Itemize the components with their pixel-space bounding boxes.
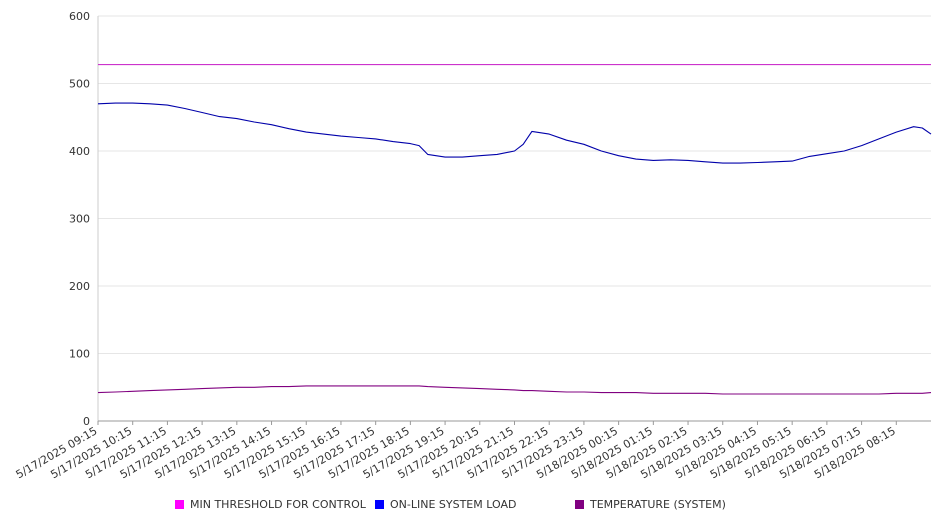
legend-swatch-temperature: [575, 500, 584, 509]
legend-swatch-min-threshold: [175, 500, 184, 509]
y-tick-label-0: 0: [83, 415, 90, 428]
legend: MIN THRESHOLD FOR CONTROL ON-LINE SYSTEM…: [0, 498, 946, 514]
axes: [97, 16, 931, 425]
legend-item-system-load[interactable]: ON-LINE SYSTEM LOAD: [375, 498, 516, 511]
y-tick-label-3: 300: [69, 213, 90, 226]
legend-item-temperature[interactable]: TEMPERATURE (SYSTEM): [575, 498, 726, 511]
y-tick-label-6: 600: [69, 10, 90, 23]
grid-lines: [98, 15, 931, 354]
series-line-system-load: [97, 102, 932, 164]
series-line-temperature: [97, 385, 932, 395]
legend-item-min-threshold[interactable]: MIN THRESHOLD FOR CONTROL: [175, 498, 366, 511]
legend-swatch-system-load: [375, 500, 384, 509]
legend-label-temperature: TEMPERATURE (SYSTEM): [590, 498, 726, 511]
x-axis-tick-labels: 5/17/2025 09:155/17/2025 10:155/17/2025 …: [14, 424, 898, 481]
legend-label-min-threshold: MIN THRESHOLD FOR CONTROL: [190, 498, 366, 511]
y-tick-label-2: 200: [69, 280, 90, 293]
y-tick-label-4: 400: [69, 145, 90, 158]
series-lines: [97, 64, 932, 395]
legend-label-system-load: ON-LINE SYSTEM LOAD: [390, 498, 517, 511]
y-tick-label-5: 500: [69, 78, 90, 91]
y-axis-tick-labels: 0 100 200 300 400 500 600: [69, 10, 90, 428]
y-tick-label-1: 100: [69, 348, 90, 361]
